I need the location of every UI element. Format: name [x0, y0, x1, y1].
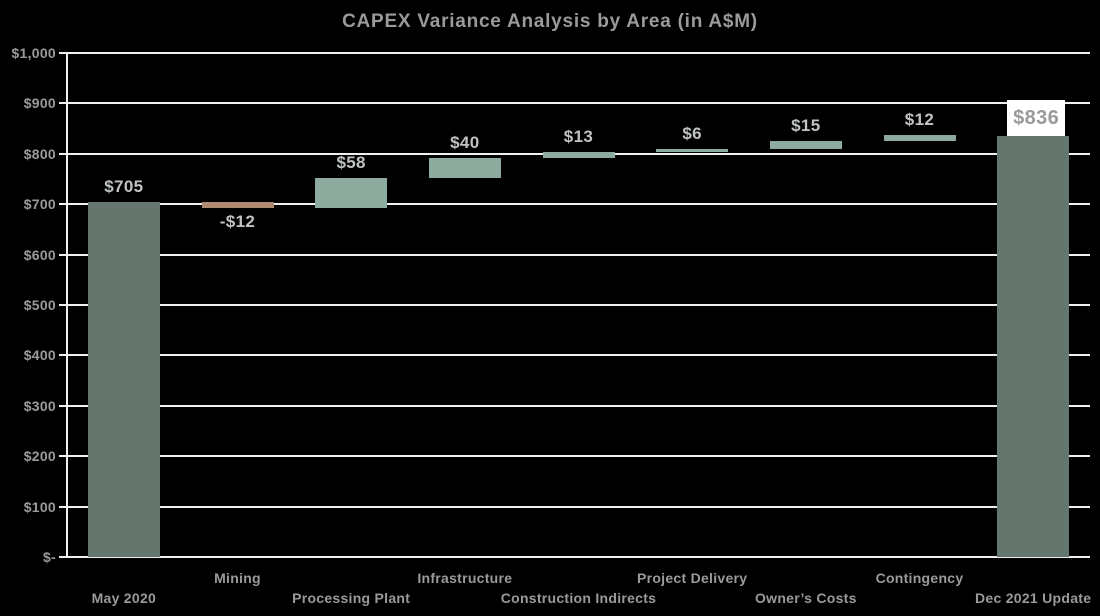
y-axis-tick: [59, 253, 67, 256]
y-axis-tick: [59, 455, 67, 458]
y-axis-tick: [59, 304, 67, 306]
y-axis-label: $300: [23, 397, 56, 414]
bar-data-label: $836: [1007, 99, 1066, 136]
bar-data-label: $40: [450, 133, 480, 153]
bar-data-label: -$12: [219, 211, 256, 231]
y-gridline: [67, 52, 1090, 54]
bar-data-label: $12: [904, 110, 935, 130]
bar-processing-plant: [315, 178, 388, 208]
bar-data-label: $6: [682, 123, 702, 143]
y-axis-label: $-: [42, 549, 56, 565]
bar-may-2020: [87, 201, 160, 557]
y-axis-label: $900: [23, 95, 56, 112]
y-gridline: [67, 556, 1090, 558]
x-axis-label: Mining: [214, 570, 261, 586]
bar-mining: [201, 201, 274, 208]
x-axis-label: Processing Plant: [292, 590, 411, 606]
x-axis-label: May 2020: [91, 590, 157, 606]
y-gridline: [67, 253, 1090, 256]
y-axis-tick: [59, 556, 67, 558]
y-axis-line: [66, 52, 68, 558]
y-gridline: [67, 203, 1090, 206]
y-axis-label: $200: [23, 448, 56, 465]
bar-project-delivery: [656, 148, 729, 152]
y-axis-label: $800: [23, 145, 56, 162]
y-axis-label: $600: [23, 246, 56, 263]
y-gridline: [67, 404, 1090, 407]
bar-data-label: $705: [104, 176, 144, 196]
bar-contingency: [883, 135, 956, 142]
y-axis-tick: [59, 52, 67, 54]
y-axis-tick: [59, 505, 67, 508]
bar-data-label: $13: [563, 126, 594, 146]
y-axis-label: $500: [23, 297, 56, 313]
x-axis-label: Infrastructure: [417, 570, 513, 586]
x-axis-label: Contingency: [875, 570, 964, 586]
y-gridline: [67, 304, 1090, 306]
y-axis-tick: [59, 203, 67, 206]
x-axis-label: Dec 2021 Update: [975, 590, 1092, 606]
y-axis-tick: [59, 404, 67, 407]
y-axis-label: $400: [23, 347, 56, 364]
bar-construction-indirects: [542, 151, 615, 159]
bar-data-label: $15: [791, 116, 821, 136]
y-axis-tick: [59, 102, 67, 105]
y-gridline: [67, 455, 1090, 458]
bar-owner-s-costs: [769, 141, 842, 149]
y-axis-label: $700: [23, 196, 56, 213]
y-axis-tick: [59, 152, 67, 155]
x-axis-label: Project Delivery: [636, 570, 748, 586]
x-axis-label: Owner’s Costs: [754, 590, 857, 606]
y-axis-label: $1,000: [11, 45, 56, 61]
y-gridline: [67, 102, 1090, 105]
y-axis-tick: [59, 354, 67, 357]
y-gridline: [67, 505, 1090, 508]
x-axis-label: Construction Indirects: [500, 590, 657, 606]
y-gridline: [67, 354, 1090, 357]
bar-infrastructure: [428, 158, 501, 179]
y-axis-label: $100: [23, 498, 56, 515]
bar-data-label: $58: [336, 153, 366, 173]
bar-dec-2021-update: [997, 135, 1070, 557]
chart-title: CAPEX Variance Analysis by Area (in A$M): [342, 11, 758, 32]
